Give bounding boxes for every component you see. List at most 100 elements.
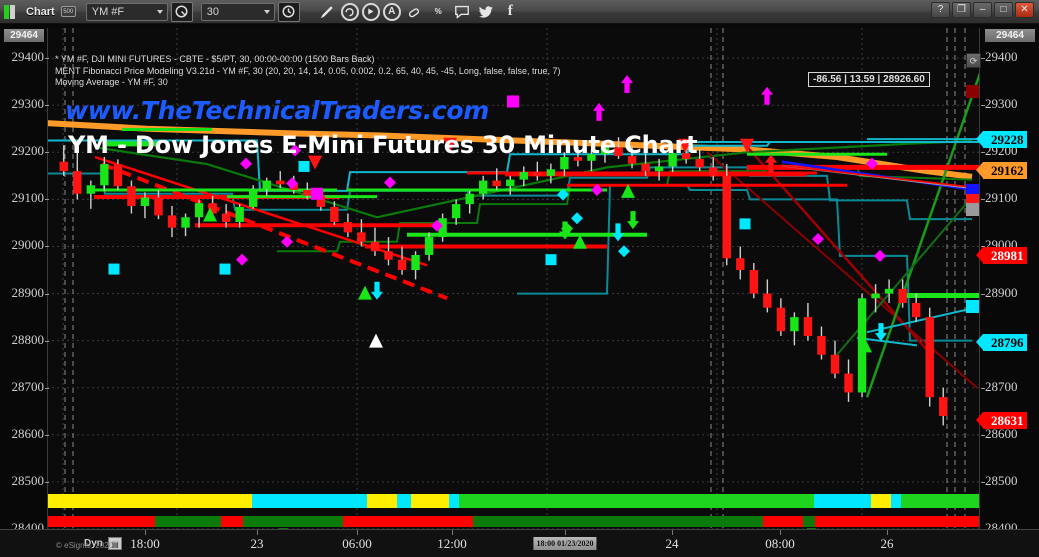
price-label-right: 29400 (985, 49, 1018, 65)
time-tick (257, 530, 258, 535)
chevron-down-icon[interactable] (156, 9, 163, 14)
restore-button[interactable]: ❐ (952, 2, 971, 18)
price-tick (45, 434, 49, 436)
play-button[interactable] (361, 2, 380, 21)
markers-layer (108, 75, 978, 353)
price-plot[interactable] (47, 28, 980, 529)
price-tag-29162: 29162 (976, 161, 1027, 179)
symbol-input[interactable]: YM #F (85, 2, 168, 21)
time-axis[interactable]: Dyn ▤ 18:00 23 06:00 12:00 18:00 01/23/2020 2… (0, 529, 1039, 557)
edge-marker (966, 203, 979, 217)
price-tick (45, 246, 49, 248)
edge-marker (966, 300, 979, 314)
window-buttons: ? ❐ – □ ✕ (931, 2, 1034, 18)
watermark-underline (122, 128, 212, 131)
title-bar: Chart 500 YM #F 30 A % (0, 0, 1039, 24)
time-tick (452, 530, 453, 535)
quote-readout: -86.56 | 13.59 | 28926.60 (808, 72, 930, 87)
time-label: 12:00 (437, 536, 467, 551)
symbol-value: YM #F (91, 5, 125, 18)
time-label: 18:00 01/23/2020 (533, 537, 597, 550)
bars-badge: 500 (60, 6, 76, 17)
top-value-right: 29464 (985, 29, 1035, 42)
price-tick (981, 199, 985, 201)
grid-layer (47, 28, 980, 529)
price-tick (45, 340, 49, 342)
price-label-right: 28600 (985, 425, 1018, 441)
eraser-button[interactable] (404, 2, 425, 22)
price-label-left: 29000 (11, 237, 45, 253)
draw-pencil-button[interactable] (317, 2, 338, 22)
time-tick (565, 530, 566, 535)
interval-input[interactable]: 30 (200, 2, 275, 21)
close-button[interactable]: ✕ (1015, 2, 1034, 18)
chevron-down-icon[interactable] (263, 9, 270, 14)
price-tick (981, 434, 985, 436)
time-label: 18:00 (130, 536, 160, 551)
price-label-left: 28600 (11, 425, 45, 441)
page-title: YM - Dow Jones E-Mini Futures 30 Minute … (68, 131, 698, 159)
minimize-button[interactable]: – (973, 2, 992, 18)
price-tick (981, 481, 985, 483)
time-tick (357, 530, 358, 535)
price-tick (981, 152, 985, 154)
study-line-ma: Moving Average - YM #F, 30 (55, 77, 168, 87)
study-line-fib: MENT Fibonacci Price Modeling V3.21d - Y… (55, 65, 561, 76)
price-label-left: 28800 (11, 331, 45, 347)
price-tag-29228: 29228 (976, 130, 1027, 148)
price-tag-28631: 28631 (976, 411, 1027, 429)
price-tick (45, 58, 49, 60)
trend-ribbons-layer (47, 494, 980, 529)
time-tick (672, 530, 673, 535)
comment-button[interactable] (452, 2, 473, 22)
dyn-toggle-button[interactable]: ▤ (108, 537, 122, 550)
price-tick (45, 387, 49, 389)
price-tick (45, 199, 49, 201)
facebook-share-button[interactable]: f (507, 3, 513, 19)
price-tick (981, 293, 985, 295)
copyright-label: © eSignal, 2020 (56, 541, 114, 550)
interval-clock-button[interactable] (277, 1, 300, 22)
price-label-left: 29200 (11, 143, 45, 159)
top-value-left: 29464 (4, 29, 44, 42)
watermark-site: www.TheTechnicalTraders.com (65, 96, 490, 125)
time-tick (780, 530, 781, 535)
price-label-right: 29100 (985, 190, 1018, 206)
time-label: 23 (250, 536, 264, 551)
price-tick (45, 481, 49, 483)
time-tick (145, 530, 146, 535)
price-tick (45, 105, 49, 107)
price-label-left: 29400 (11, 49, 45, 65)
price-tag-28796: 28796 (976, 334, 1027, 352)
price-label-right: 29300 (985, 96, 1018, 112)
edge-marker (966, 84, 979, 98)
time-label: 24 (665, 536, 679, 551)
price-tick (981, 58, 985, 60)
price-label-left: 28700 (11, 378, 45, 394)
twitter-share-button[interactable] (476, 2, 497, 22)
symbol-refresh-button[interactable] (170, 1, 193, 22)
price-tick (981, 387, 985, 389)
maximize-button[interactable]: □ (994, 2, 1013, 18)
chart-icon (4, 4, 22, 20)
study-legend: * YM #F, DJI MINI FUTURES - CBTE - $5/PT… (55, 54, 560, 89)
help-button[interactable]: ? (931, 2, 950, 18)
price-label-right: 28900 (985, 284, 1018, 300)
price-tick (981, 105, 985, 107)
percent-button[interactable]: % (434, 7, 442, 16)
interval-value: 30 (206, 5, 219, 18)
time-label: 06:00 (342, 536, 372, 551)
price-label-left: 29100 (11, 190, 45, 206)
study-line-symbol: * YM #F, DJI MINI FUTURES - CBTE - $5/PT… (55, 54, 375, 64)
chart-refresh-button[interactable]: ⟳ (966, 53, 981, 68)
price-tick (45, 152, 49, 154)
price-tag-28981: 28981 (976, 246, 1027, 264)
text-tool-button[interactable]: A (382, 2, 401, 21)
price-label-left: 28900 (11, 284, 45, 300)
time-tick (887, 530, 888, 535)
time-label: 26 (880, 536, 894, 551)
annotate-button[interactable] (340, 2, 359, 21)
chart-pane[interactable]: 29400 29400 29300 29300 29200 29200 29100 29100… (0, 24, 1039, 557)
price-tick (45, 293, 49, 295)
